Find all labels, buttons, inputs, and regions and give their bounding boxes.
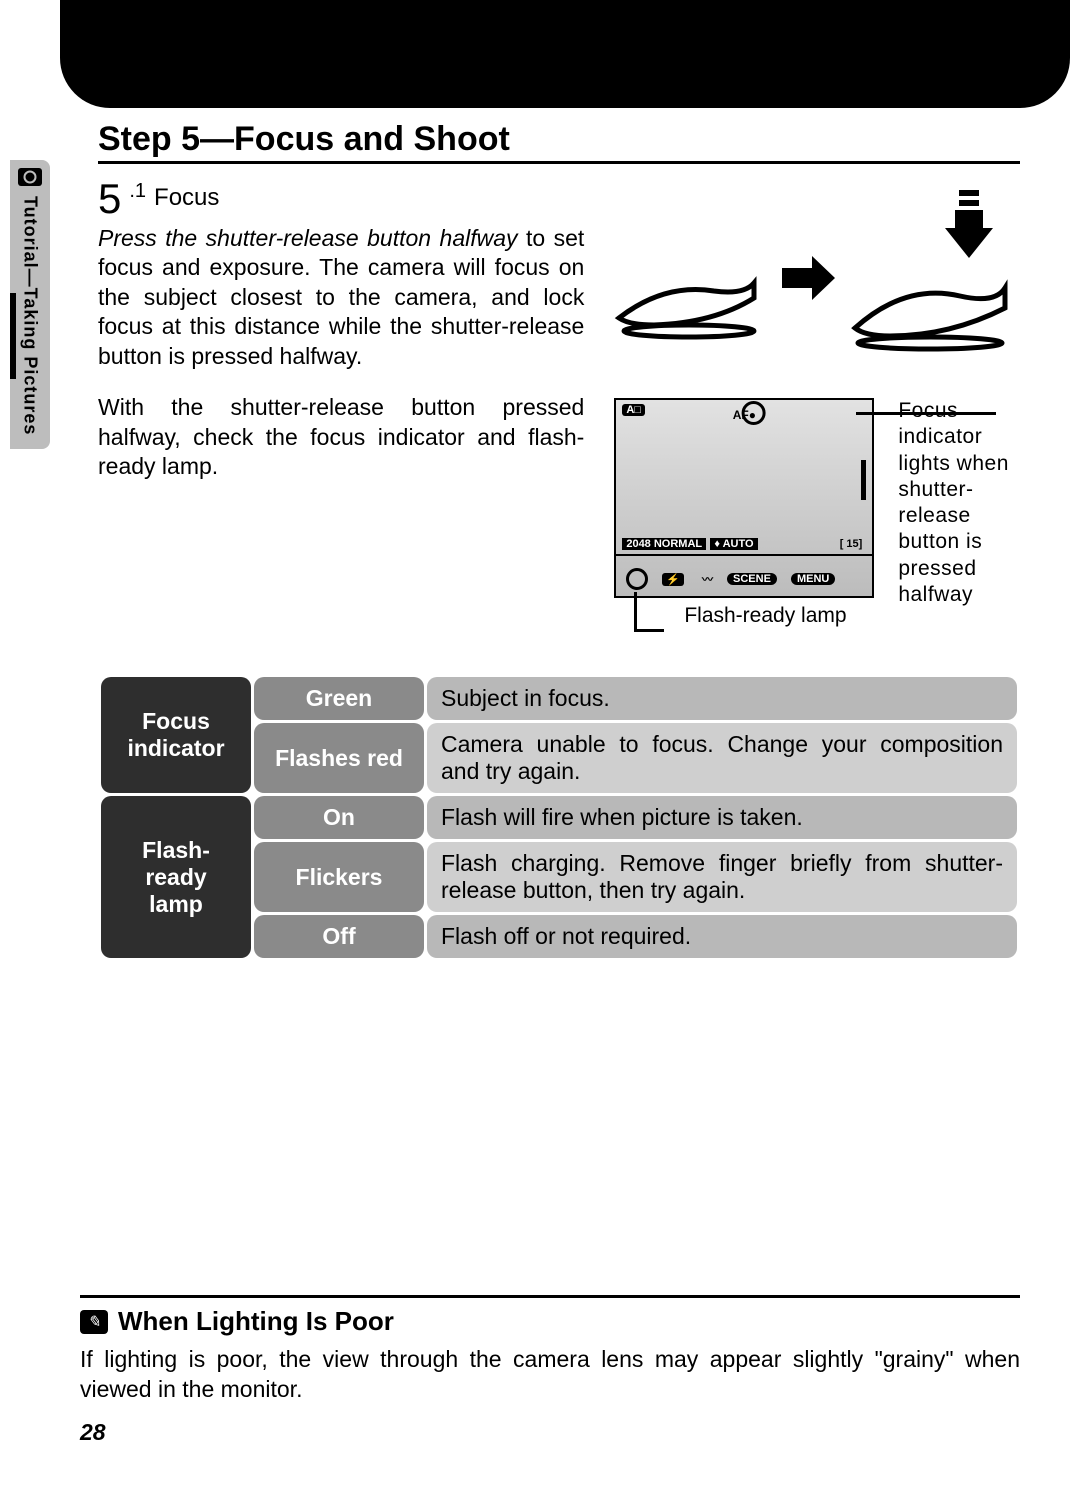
focus-indicator-circle [742, 401, 766, 425]
table-state: Off [254, 915, 424, 958]
table-desc: Subject in focus. [427, 677, 1017, 720]
footer-rule [80, 1295, 1020, 1298]
table-rowhead-focus-l1: Focus [142, 708, 210, 734]
step-number-line: 5 .1 Focus [98, 178, 584, 220]
table-rowhead-flash: Flash- ready lamp [101, 796, 251, 958]
lcd-menu-button: MENU [791, 573, 835, 585]
lcd-divider [616, 554, 872, 556]
finger-diagram [614, 188, 1020, 368]
table-desc: Flash charging. Remove finger briefly fr… [427, 842, 1017, 912]
finger-hover-icon [614, 213, 764, 343]
table-rowhead-focus: Focus indicator [101, 677, 251, 793]
step-major-number: 5 [98, 178, 121, 220]
sidebar-tab: Tutorial—Taking Pictures [10, 160, 50, 449]
page-content: Step 5—Focus and Shoot 5 .1 Focus Press … [98, 120, 1020, 961]
step-title: Step 5—Focus and Shoot [98, 120, 1020, 164]
focus-indicator-leader [856, 412, 996, 415]
table-state: Flashes red [254, 723, 424, 793]
lcd-mode-badge: A□ [622, 404, 645, 416]
page-number: 28 [80, 1419, 1020, 1446]
lcd-status: 2048 NORMAL [622, 538, 706, 550]
table-state: Green [254, 677, 424, 720]
step-minor-number: .1 [129, 180, 146, 203]
table-rowhead-flash-l3: lamp [149, 891, 203, 917]
table-desc: Flash will fire when picture is taken. [427, 796, 1017, 839]
lcd-auto: ♦ AUTO [710, 538, 757, 550]
flash-lamp-label: Flash-ready lamp [684, 604, 874, 628]
sidebar-label: Tutorial—Taking Pictures [20, 196, 41, 435]
table-rowhead-flash-l2: ready [145, 864, 206, 890]
paragraph-1: Press the shutter-release button halfway… [98, 224, 584, 371]
finger-press-icon [850, 188, 1020, 368]
footer-section: ✎ When Lighting Is Poor If lighting is p… [80, 1295, 1020, 1446]
flash-lamp-circle [626, 568, 648, 590]
footer-paragraph: If lighting is poor, the view through th… [80, 1345, 1020, 1405]
paragraph-1-italic: Press the shutter-release button halfway [98, 225, 518, 251]
indicator-table: Focus indicator Green Subject in focus. … [98, 674, 1020, 961]
table-rowhead-focus-l2: indicator [127, 735, 224, 761]
lcd-count: [ 15] [840, 538, 863, 550]
lcd-scene-button: SCENE [727, 573, 777, 585]
flash-lamp-leader [634, 592, 637, 632]
arrow-right-icon [777, 248, 837, 308]
camera-icon [18, 168, 42, 186]
lcd-flash-icon: ⚡ [662, 573, 684, 586]
lcd-screen: A□ AF● 2048 NORMAL ♦ AUTO [ 15] ⚡ 〰 [614, 398, 874, 598]
header-black-curve [60, 0, 1070, 108]
footer-title: When Lighting Is Poor [118, 1306, 394, 1337]
paragraph-2: With the shutter-release button pressed … [98, 393, 584, 481]
focus-indicator-annotation: Focus indicator lights when shutter-rele… [898, 398, 1020, 608]
table-desc: Flash off or not required. [427, 915, 1017, 958]
table-desc: Camera unable to focus. Change your comp… [427, 723, 1017, 793]
table-rowhead-flash-l1: Flash- [142, 837, 210, 863]
note-icon: ✎ [80, 1310, 108, 1334]
table-state: On [254, 796, 424, 839]
lcd-zoom-bar [861, 460, 866, 500]
step-subtitle: Focus [154, 184, 219, 212]
table-state: Flickers [254, 842, 424, 912]
sidebar-accent [10, 293, 16, 379]
